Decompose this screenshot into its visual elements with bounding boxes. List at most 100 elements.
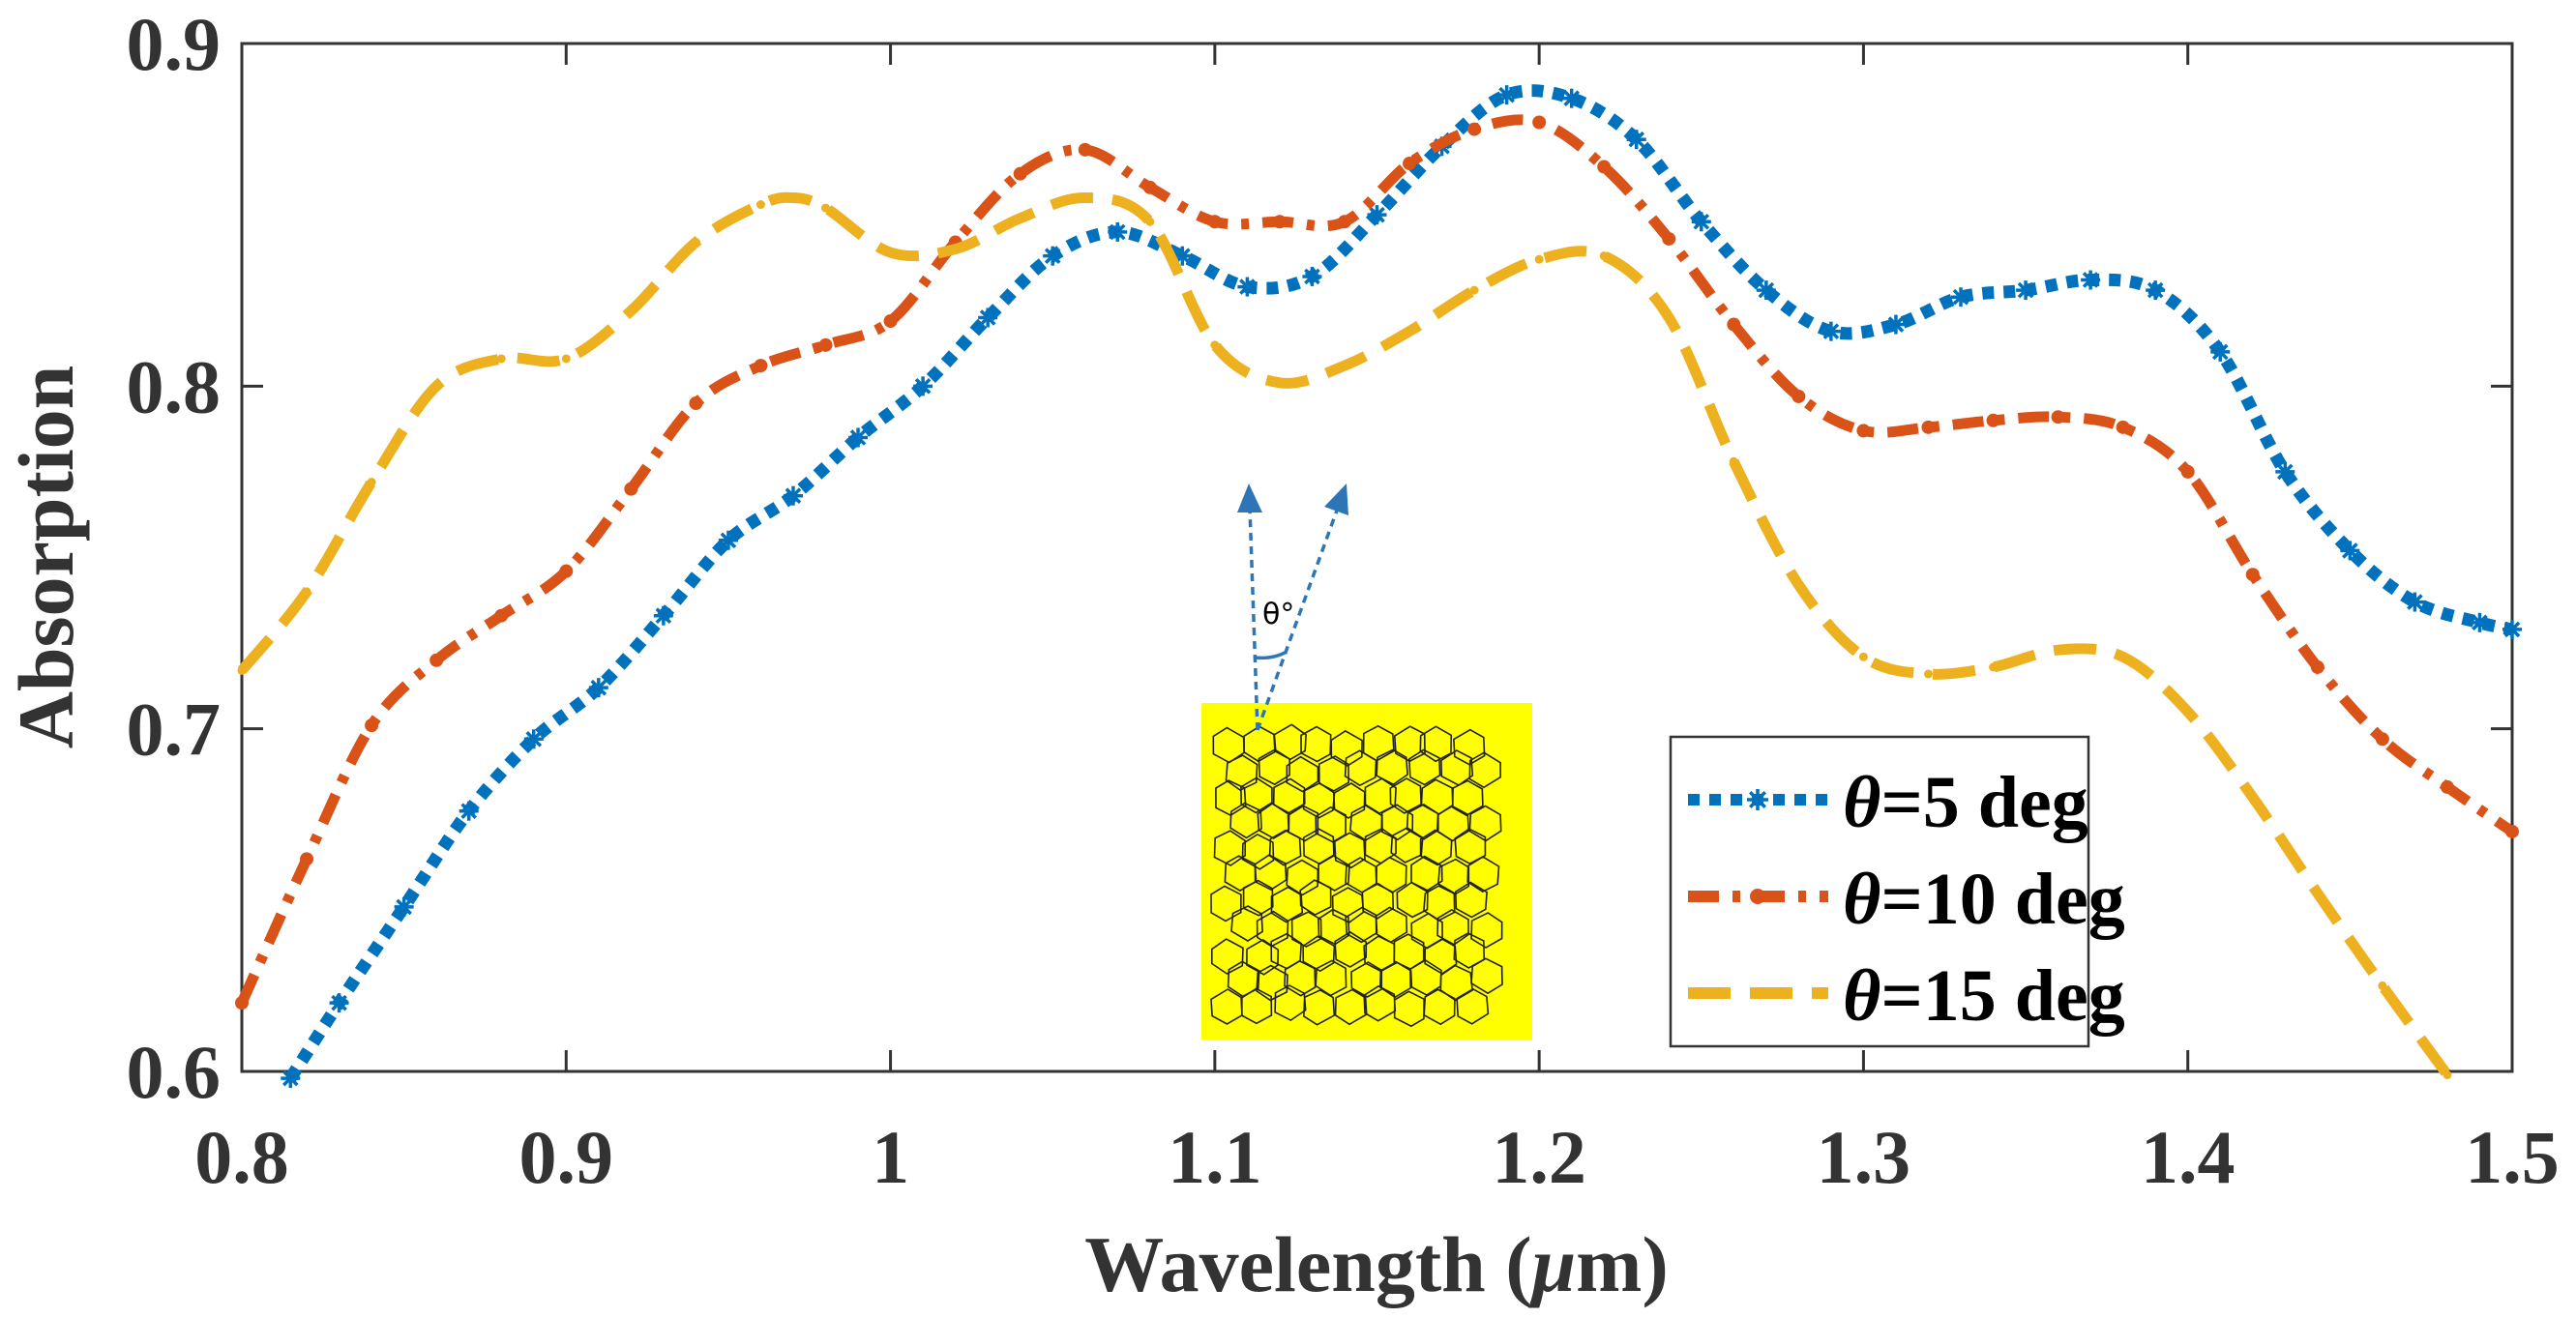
series-2-point (1664, 312, 1673, 322)
inset-hexagon (1466, 856, 1500, 893)
series-1-point (1662, 231, 1676, 246)
series-2-point (755, 200, 765, 210)
series-1-point (1532, 115, 1547, 130)
series-1-point (1337, 215, 1351, 229)
series-0-point (459, 801, 479, 821)
series-0-point (394, 896, 414, 917)
series-2-point (1858, 652, 1868, 661)
series-1-point (818, 337, 833, 352)
inset-hexagon (1256, 964, 1288, 1002)
series-1-point (2180, 464, 2195, 479)
series-2-point (1016, 214, 1025, 223)
inset-hexagon (1300, 725, 1332, 763)
x-tick-label: 0.8 (194, 1115, 289, 1199)
series-0-point (1108, 221, 1128, 242)
inset-hexagon (1240, 776, 1273, 814)
inset-hexagon (1393, 990, 1425, 1028)
series-0-point (2016, 280, 2036, 301)
normal-arrow-line (1248, 507, 1259, 731)
series-0-point (653, 605, 673, 626)
series-0-point (2470, 612, 2490, 632)
inset-hexagon (1333, 832, 1366, 869)
series-0-point (2210, 341, 2231, 362)
series-1-point (494, 608, 509, 623)
series-1-point (1272, 215, 1287, 229)
series-0-point (1496, 85, 1517, 105)
series-1-point (1207, 215, 1222, 229)
inset-hexagon (1330, 729, 1363, 767)
legend-label-series-0: θ=5 deg (1843, 762, 2088, 843)
inset-hexagon (1451, 779, 1484, 817)
series-2-point (431, 381, 441, 391)
legend-marker-series-1 (1750, 889, 1765, 904)
inset-hexagon (1225, 754, 1258, 792)
x-tick-label: 1 (872, 1115, 909, 1199)
series-2-point (821, 203, 831, 213)
series-2-point (951, 245, 961, 254)
series-0-point (1885, 314, 1906, 335)
series-1-point (1597, 160, 1612, 174)
inset-hexagon (1419, 725, 1453, 763)
series-2-point (2118, 652, 2128, 661)
inset-hexagon (1456, 987, 1490, 1025)
series-1-point (2051, 410, 2065, 425)
series-2-point (1534, 254, 1544, 264)
x-tick-label: 1.4 (2141, 1115, 2235, 1199)
series-0-point (2405, 592, 2425, 612)
inset-angle-label: θ° (1262, 598, 1294, 631)
x-tick-label: 0.9 (519, 1115, 614, 1199)
series-2-point (2313, 889, 2323, 898)
series-0-point (1821, 321, 1841, 341)
inset-hexagon (1363, 984, 1397, 1022)
series-2-point (1145, 217, 1155, 226)
inset-hexagon (1302, 989, 1336, 1026)
series-1-point (2245, 568, 2260, 582)
inset-hexagon (1453, 932, 1486, 969)
series-1-point (1856, 424, 1871, 438)
series-0-point (718, 530, 738, 550)
series-1-point (1727, 317, 1741, 332)
series-1-point (883, 314, 898, 329)
series-2-point (788, 192, 798, 202)
inset-hexagon (1272, 777, 1306, 815)
series-2-point (886, 248, 896, 257)
series-0-point (2146, 280, 2166, 301)
series-0-point (783, 485, 803, 506)
ticks-layer: 0.8 0.9 1 1.1 1.2 1.3 1.4 1.5 0.6 0.7 0.8 0.9 (127, 2, 2560, 1199)
x-tick-label: 1.1 (1168, 1115, 1262, 1199)
series-1-point (1013, 166, 1027, 181)
series-0-point (1237, 277, 1258, 297)
y-tick-label: 0.9 (127, 2, 222, 86)
series-2-point (1469, 285, 1479, 295)
series-1-point (2375, 732, 2389, 747)
inset-hexagon (1211, 938, 1244, 975)
inset-hexagon (1229, 802, 1262, 839)
series-0-point (1367, 205, 1387, 225)
x-tick-label: 1.3 (1817, 1115, 1911, 1199)
series-1-point (1921, 420, 1936, 434)
inset-hexagon (1389, 777, 1422, 814)
normal-arrow-head (1237, 483, 1262, 513)
series-2-point (2378, 981, 2387, 990)
series-0-point (2502, 619, 2522, 639)
inset-hexagon (1284, 959, 1317, 997)
series-2-point (561, 354, 571, 364)
series-2-point (1599, 251, 1609, 261)
x-tick-label: 1.5 (2465, 1115, 2560, 1199)
series-1-point (1986, 413, 2000, 427)
inset-hexagon (1468, 751, 1502, 789)
x-tick-label: 1.2 (1492, 1115, 1586, 1199)
inset-hexagon (1470, 912, 1503, 949)
incident-arrow-head (1324, 483, 1348, 515)
legend-label-series-2: θ=15 deg (1843, 955, 2125, 1037)
series-2-point (302, 587, 311, 597)
inset-hexagon (1470, 957, 1503, 995)
inset-hexagon (1268, 829, 1302, 866)
series-1-point (235, 996, 249, 1010)
inset-hexagon (1290, 911, 1322, 948)
y-tick-label: 0.6 (127, 1030, 222, 1114)
series-1-point (559, 564, 574, 578)
inset-hexagon (1409, 959, 1442, 996)
series-1-point (300, 852, 314, 866)
series-0-point (1043, 246, 1063, 266)
